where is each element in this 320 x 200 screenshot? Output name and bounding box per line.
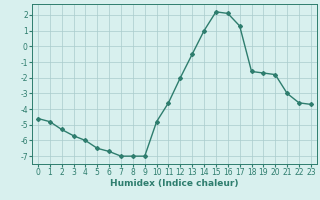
X-axis label: Humidex (Indice chaleur): Humidex (Indice chaleur) bbox=[110, 179, 239, 188]
